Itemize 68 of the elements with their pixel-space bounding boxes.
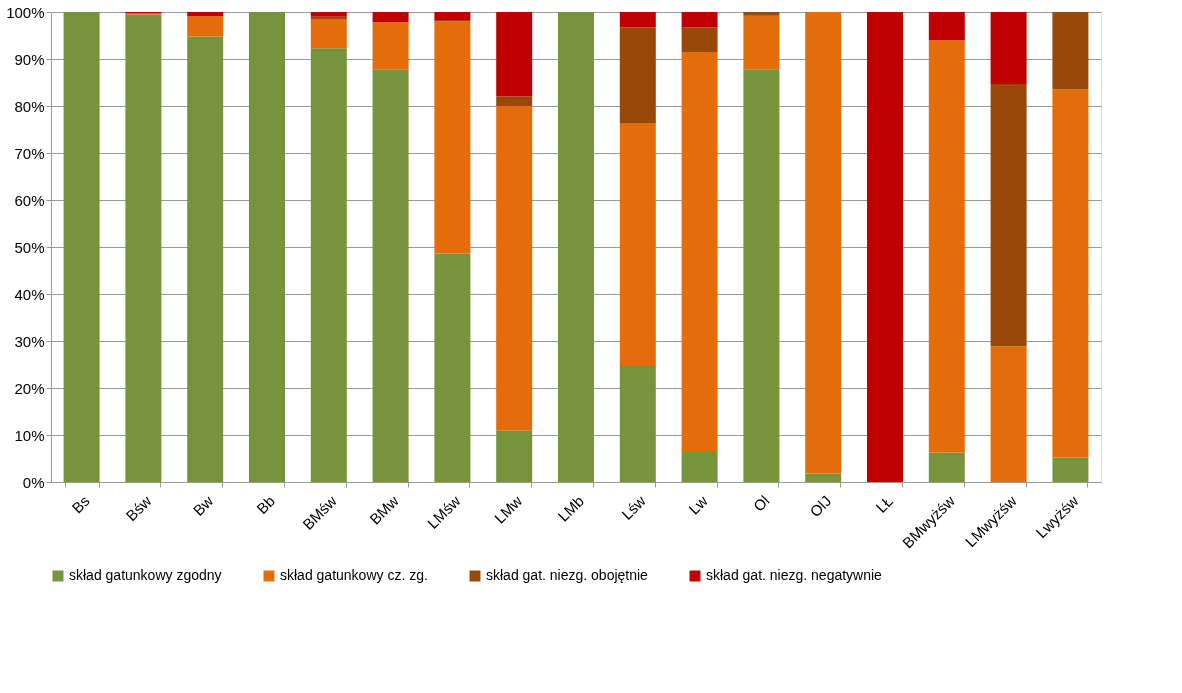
bar	[928, 12, 965, 41]
bar	[990, 83, 1027, 347]
y-tick-label: 30%	[14, 332, 45, 350]
bar	[867, 12, 904, 482]
bar	[928, 40, 965, 453]
bar	[619, 365, 656, 482]
legend-label: skład gatunkowy cz. zg.	[280, 567, 428, 583]
bar	[681, 12, 718, 28]
bar	[743, 69, 780, 482]
x-tick-label: Bs	[68, 492, 93, 517]
bar	[372, 22, 409, 70]
bar	[187, 12, 224, 17]
bar	[187, 36, 224, 482]
y-tick-label: 60%	[14, 191, 45, 209]
y-tick-label: 90%	[14, 50, 45, 68]
x-tick-label: Bśw	[122, 491, 155, 525]
bar	[434, 21, 471, 254]
bar	[619, 12, 656, 28]
bar	[310, 12, 347, 17]
legend-label: skład gat. niezg. obojętnie	[486, 567, 649, 583]
x-tick-label: Lśw	[618, 491, 650, 523]
x-tick-label: Ol	[749, 492, 773, 515]
x-tick-label: Bb	[253, 492, 279, 518]
bar	[125, 14, 162, 482]
bar	[434, 253, 471, 482]
bar	[434, 12, 471, 20]
bar	[372, 12, 409, 23]
bar	[743, 12, 780, 16]
bar	[1052, 457, 1089, 482]
y-tick-label: 70%	[14, 144, 45, 162]
bar	[990, 12, 1027, 84]
bar	[619, 27, 656, 123]
bar	[928, 452, 965, 482]
bar	[63, 12, 100, 482]
x-tick-label: Bw	[189, 491, 217, 519]
bar	[372, 69, 409, 482]
bar	[496, 12, 533, 97]
legend-label: skład gatunkowy zgodny	[69, 567, 222, 583]
x-tick-label: OlJ	[806, 492, 835, 521]
y-tick-label: 0%	[22, 473, 45, 491]
bar	[310, 19, 347, 49]
y-tick-label: 40%	[14, 285, 45, 303]
bar	[248, 12, 285, 482]
x-tick-label: Lw	[685, 491, 711, 518]
bar	[496, 106, 533, 431]
bar	[558, 12, 594, 482]
bar	[990, 346, 1027, 482]
bar	[681, 51, 718, 452]
y-tick-label: 100%	[6, 3, 45, 21]
bar	[619, 122, 656, 366]
x-tick-label: LMb	[554, 492, 588, 525]
y-tick-label: 20%	[14, 379, 45, 397]
bar	[681, 27, 718, 52]
y-tick-label: 10%	[14, 426, 45, 444]
y-tick-label: 50%	[14, 238, 45, 256]
bar	[681, 451, 718, 482]
bar	[1052, 12, 1089, 90]
bar	[743, 15, 780, 70]
legend-label: skład gat. niezg. negatywnie	[706, 567, 883, 583]
bar	[310, 48, 347, 482]
bar	[496, 430, 533, 482]
bar	[805, 473, 842, 482]
y-tick-label: 80%	[14, 97, 45, 115]
x-tick-label: LŁ	[872, 492, 897, 516]
bar	[1052, 89, 1089, 458]
bar	[805, 12, 842, 474]
bar	[187, 16, 224, 37]
bar	[496, 96, 533, 106]
